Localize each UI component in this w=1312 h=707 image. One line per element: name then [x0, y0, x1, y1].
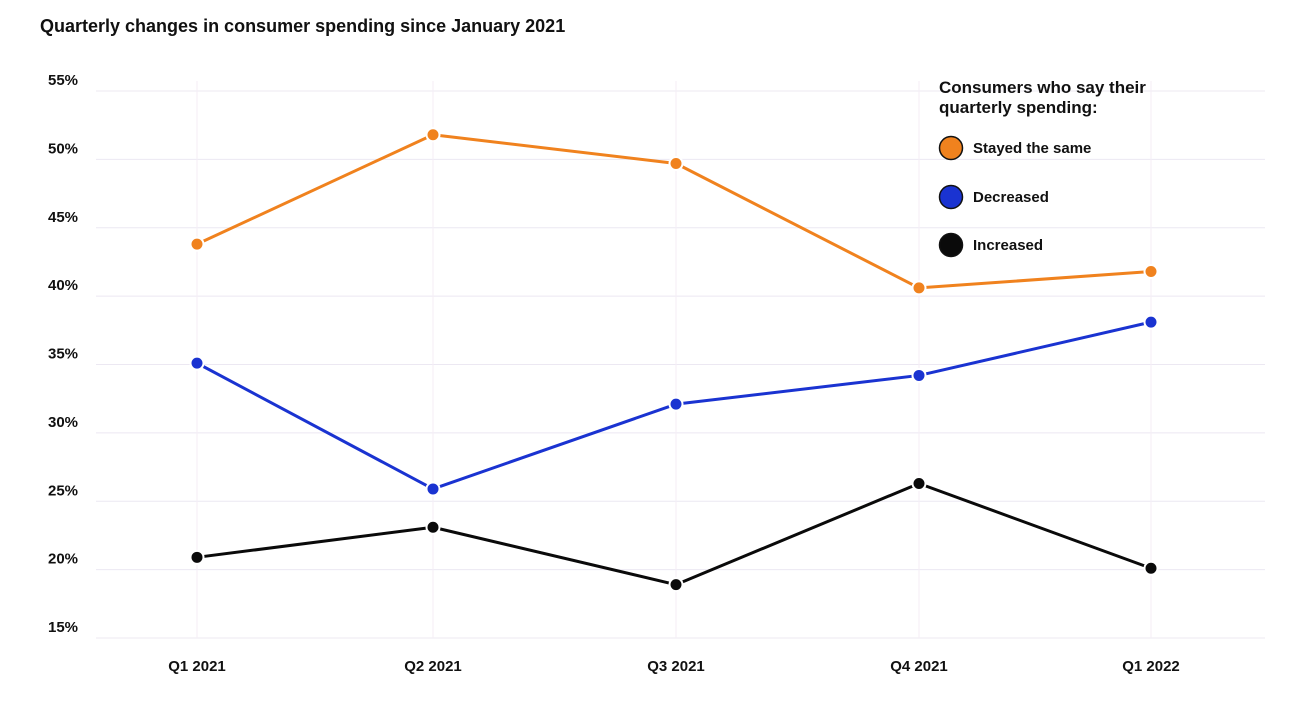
chart-title: Quarterly changes in consumer spending s… — [40, 16, 566, 36]
data-point-increased — [189, 549, 205, 565]
x-tick-label: Q2 2021 — [404, 658, 462, 675]
legend-marker-increased — [938, 232, 964, 258]
legend-marker-stayed-the-same — [938, 135, 964, 161]
y-tick-label: 25% — [48, 482, 78, 499]
x-tick-label: Q1 2022 — [1122, 658, 1180, 675]
y-tick-label: 40% — [48, 277, 78, 294]
data-point-decreased — [425, 481, 441, 497]
y-tick-label: 45% — [48, 209, 78, 226]
data-point-stayed-the-same — [1143, 264, 1159, 280]
legend-label-decreased: Decreased — [973, 189, 1049, 206]
y-tick-label: 20% — [48, 551, 78, 568]
x-tick-label: Q4 2021 — [890, 658, 948, 675]
y-tick-label: 30% — [48, 414, 78, 431]
data-point-decreased — [668, 396, 684, 412]
x-tick-label: Q1 2021 — [168, 658, 226, 675]
data-point-decreased — [1143, 314, 1159, 330]
y-tick-label: 55% — [48, 72, 78, 89]
data-point-stayed-the-same — [668, 155, 684, 171]
data-point-increased — [425, 519, 441, 535]
y-tick-label: 50% — [48, 140, 78, 157]
series-layer — [189, 127, 1159, 593]
data-point-decreased — [189, 355, 205, 371]
data-point-stayed-the-same — [189, 236, 205, 252]
y-axis-ticks: 15% 20% 25% 30% 35% 40% 45% 50% 55% — [48, 72, 78, 636]
data-point-increased — [911, 475, 927, 491]
data-point-stayed-the-same — [425, 127, 441, 143]
data-point-decreased — [911, 367, 927, 383]
data-point-increased — [1143, 560, 1159, 576]
x-tick-label: Q3 2021 — [647, 658, 705, 675]
legend-label-increased: Increased — [973, 237, 1043, 254]
y-tick-label: 35% — [48, 346, 78, 363]
data-point-increased — [668, 577, 684, 593]
legend-label-stayed-the-same: Stayed the same — [973, 140, 1091, 157]
data-point-stayed-the-same — [911, 280, 927, 296]
legend-marker-decreased — [938, 184, 964, 210]
x-axis-ticks: Q1 2021 Q2 2021 Q3 2021 Q4 2021 Q1 2022 — [168, 658, 1180, 675]
legend-title: Consumers who say their — [939, 78, 1146, 97]
legend-title: quarterly spending: — [939, 98, 1098, 117]
y-tick-label: 15% — [48, 619, 78, 636]
